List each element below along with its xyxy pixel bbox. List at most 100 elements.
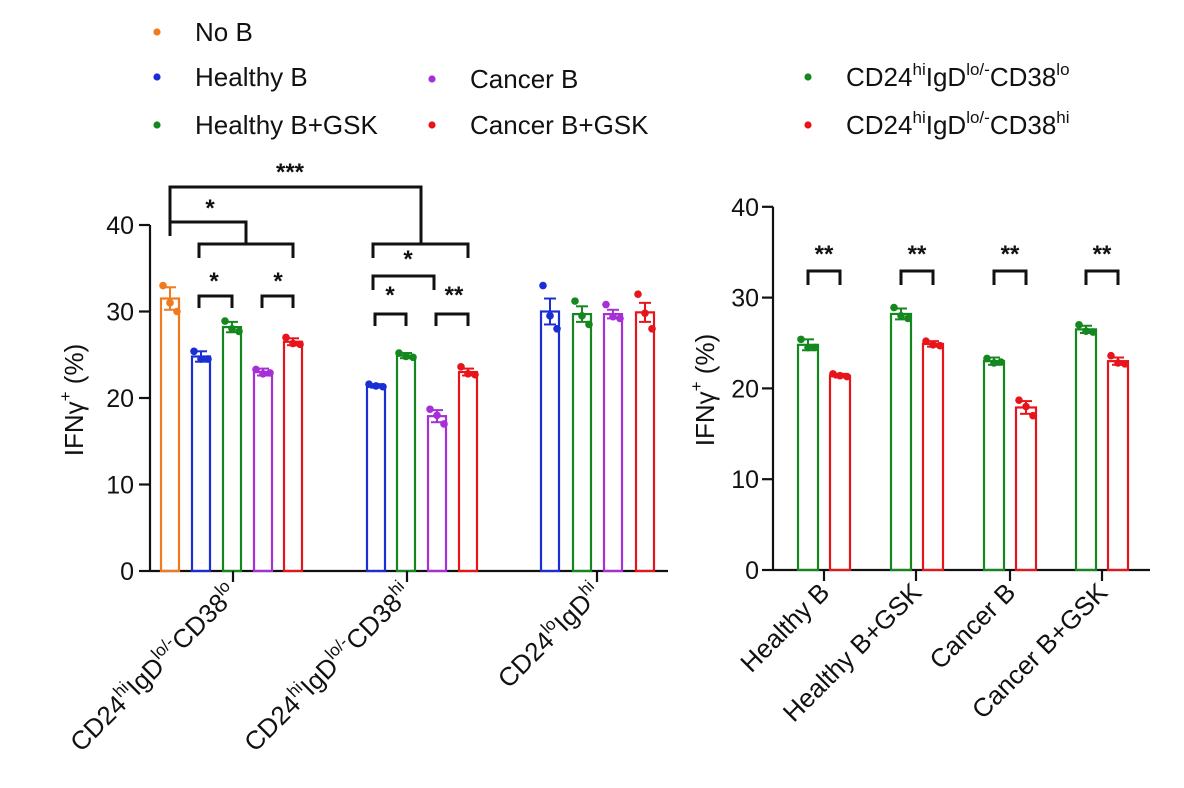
data-point	[1082, 327, 1090, 335]
bar	[1074, 328, 1098, 572]
data-point	[190, 347, 198, 356]
label-superscript: hi	[1056, 108, 1069, 127]
significance-label: *	[385, 282, 395, 309]
data-point	[990, 359, 998, 367]
legend-label: Healthy B	[195, 62, 308, 92]
legend-left: No B Healthy B Healthy B+GSK Cancer B Cancer…	[153, 17, 649, 140]
data-point	[296, 340, 304, 349]
data-point	[1107, 351, 1115, 360]
ylabel-superscript: +	[56, 391, 75, 401]
bar	[190, 355, 212, 573]
data-point	[235, 327, 243, 336]
bar	[1106, 360, 1130, 572]
data-point	[426, 405, 434, 414]
significance-bracket	[992, 269, 1028, 285]
data-point	[922, 337, 930, 345]
significance-bracket	[1084, 269, 1120, 285]
y-tick-label: 10	[731, 466, 759, 494]
significance-label: **	[908, 241, 927, 268]
significance-bracket	[806, 269, 842, 285]
legend-label: CD24hiIgDlo/-CD38lo	[846, 60, 1070, 92]
y-tick-label: 20	[106, 385, 134, 413]
bar	[602, 312, 624, 573]
significance-bracket	[434, 312, 470, 326]
significance-bracket	[197, 294, 234, 308]
data-point	[890, 303, 898, 312]
x-tick-label: CD24loIgDhi	[490, 577, 607, 694]
bar	[221, 325, 243, 573]
data-point	[585, 320, 593, 329]
data-point	[252, 365, 260, 374]
data-point	[539, 281, 547, 290]
bar	[282, 340, 304, 573]
data-point	[464, 369, 472, 378]
y-tick-label: 30	[731, 285, 759, 313]
label-text: CD38	[990, 110, 1056, 140]
data-point	[1121, 360, 1129, 368]
data-point	[1114, 359, 1122, 367]
legend-marker	[428, 121, 436, 129]
ylabel-text: IFNγ	[59, 401, 89, 456]
significance-bracket	[168, 185, 423, 243]
bar	[539, 310, 561, 573]
data-point	[259, 369, 267, 378]
bar	[252, 370, 274, 573]
bar	[457, 370, 479, 573]
bar	[828, 374, 852, 572]
data-point	[433, 411, 441, 420]
bar	[426, 415, 448, 573]
label-superscript: lo/-	[966, 108, 990, 127]
data-point	[811, 343, 819, 352]
data-point	[843, 372, 851, 381]
data-point	[571, 297, 579, 305]
data-point	[440, 420, 448, 428]
data-point	[1029, 411, 1037, 420]
significance-label: *	[209, 268, 219, 295]
significance-label: *	[205, 195, 215, 222]
data-point	[221, 317, 229, 325]
bar	[634, 311, 656, 573]
data-point	[897, 311, 905, 320]
legend-marker	[428, 75, 436, 83]
bar	[365, 384, 387, 573]
legend-label: Cancer B+GSK	[470, 110, 649, 140]
x-tick-label: Cancer B	[923, 577, 1021, 675]
significance-label: ***	[276, 159, 305, 186]
data-point	[904, 314, 912, 323]
x-tick-label: CD24hiIgDlo/-CD38hi	[237, 577, 418, 758]
data-point	[166, 299, 174, 307]
y-tick-label: 10	[106, 472, 134, 500]
ylabel-text: (%)	[59, 344, 89, 392]
legend-label: Healthy B+GSK	[195, 110, 378, 140]
data-point	[829, 370, 837, 378]
bar	[159, 297, 181, 573]
data-point	[409, 353, 417, 362]
data-point	[936, 341, 944, 350]
data-point	[266, 369, 274, 377]
data-point	[546, 312, 554, 320]
label-superscript: hi	[912, 108, 925, 127]
data-point	[602, 300, 610, 309]
bar	[395, 354, 417, 573]
x-tick-label: CD24hiIgDlo/-CD38lo	[63, 577, 244, 758]
significance-label: **	[815, 241, 834, 268]
data-point	[609, 312, 617, 321]
significance-label: **	[1001, 241, 1020, 268]
legend-label: Cancer B	[470, 64, 578, 94]
significance-bracket	[197, 242, 295, 258]
label-text: CD24	[846, 62, 912, 92]
y-tick-label: 0	[745, 557, 759, 585]
significance-bracket	[168, 220, 248, 243]
ylabel-text: (%)	[690, 334, 720, 382]
data-point	[1022, 402, 1030, 411]
bar	[1014, 406, 1038, 572]
data-point	[1089, 328, 1097, 336]
data-point	[836, 371, 844, 380]
y-tick-label: 40	[731, 194, 759, 222]
significance-bracket	[260, 294, 295, 308]
legend-marker	[804, 121, 812, 129]
data-point	[471, 370, 479, 379]
